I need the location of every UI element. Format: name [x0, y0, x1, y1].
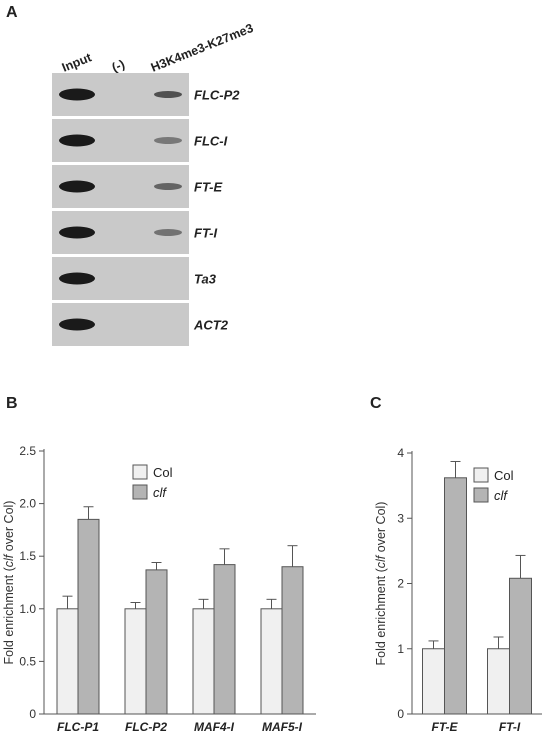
chart-b-category-label: FLC-P1	[57, 720, 99, 734]
gene-label: Ta3	[194, 272, 217, 287]
chart-b-bar-col	[192, 608, 215, 715]
gel-band	[59, 318, 95, 331]
gel-row: Ta3	[52, 257, 217, 300]
chart-c-y-tick-label: 4	[397, 446, 404, 460]
chart-b-bar-clf	[145, 569, 168, 715]
chart-c-y-axis-label: Fold enrichment (clf over Col)	[374, 502, 388, 666]
chart-c-legend-swatch	[473, 467, 489, 483]
chart-c-legend-label: clf	[494, 488, 508, 503]
panel-a-gel: A Input (-) H3K4me3-K27me3 FLC-P2 FLC-I FT…	[6, 4, 255, 346]
chart-c-bar-clf	[509, 577, 532, 715]
gel-band	[59, 134, 95, 147]
chart-b-legend-swatch	[132, 464, 148, 480]
chart-c-bar-col	[487, 648, 510, 715]
chart-b-y-tick-label: 1.0	[19, 602, 36, 616]
gel-row: FLC-P2	[52, 73, 240, 116]
gel-rows: FLC-P2 FLC-I FT-E FT-I Ta3 ACT2	[52, 73, 240, 346]
gene-label: FLC-P2	[194, 88, 240, 103]
lane-label-ip: H3K4me3-K27me3	[149, 21, 255, 75]
chart-c-y-axis-label-part: over Col)	[374, 502, 388, 556]
chart-b-bar-clf	[281, 566, 304, 715]
gel-band	[154, 183, 182, 190]
panel-c-letter: C	[370, 395, 382, 412]
chart-b-y-axis-label-part: over Col)	[2, 501, 16, 555]
chart-b-category-label: MAF4-I	[194, 720, 235, 734]
gel-row: FT-E	[52, 165, 222, 208]
chart-b-y-tick-label: 2.0	[19, 497, 36, 511]
chart-c-bar-clf	[444, 477, 467, 715]
chart-c-y-axis-label-part: Fold enrichment (	[374, 567, 388, 665]
chart-c-category-label: FT-I	[499, 720, 521, 734]
chart-c-y-axis-label-part: clf	[374, 554, 388, 568]
chart-b-y-tick-label: 0	[29, 707, 36, 721]
chart-c-y-tick-label: 3	[397, 511, 404, 525]
chart-b-y-axis-label-part: Fold enrichment (	[2, 566, 16, 664]
gel-row: ACT2	[52, 303, 229, 346]
gel-band	[154, 229, 182, 236]
gel-band	[59, 180, 95, 193]
gene-label: FT-E	[194, 180, 222, 195]
gel-row: FLC-I	[52, 119, 228, 162]
chart-c-y-tick-label: 0	[397, 707, 404, 721]
chart-b-y-tick-label: 2.5	[19, 444, 36, 458]
chart-c-legend-label: Col	[494, 468, 514, 483]
gel-band	[59, 226, 95, 239]
chart-b-bar-col	[124, 608, 147, 715]
chart-c-legend-swatch	[473, 487, 489, 503]
gene-label: FLC-I	[194, 134, 228, 149]
chart-c-bar-col	[422, 648, 445, 715]
chart-b-legend-swatch	[132, 484, 148, 500]
lane-label-negative: (-)	[110, 57, 127, 75]
chart-b-bar-col	[56, 608, 79, 715]
gel-band	[154, 137, 182, 144]
gel-band	[59, 88, 95, 101]
chart-c-y-tick-label: 1	[397, 642, 404, 656]
gene-label: FT-I	[194, 226, 217, 241]
chart-c-y-tick-label: 2	[397, 577, 404, 591]
chart-c-category-label: FT-E	[432, 720, 459, 734]
chart-b-bar-col	[260, 608, 283, 715]
gel-band	[59, 272, 95, 285]
chart-b-legend-label: Col	[153, 465, 173, 480]
chart-b-category-label: MAF5-I	[262, 720, 303, 734]
gel-row: FT-I	[52, 211, 217, 254]
panel-a-letter: A	[6, 4, 18, 21]
chart-b-category-label: FLC-P2	[125, 720, 167, 734]
chart-b-y-tick-label: 1.5	[19, 549, 36, 563]
chart-b-y-axis-label-part: clf	[2, 553, 16, 567]
chart-b-bar-clf	[77, 518, 100, 715]
chart-b-bar-clf	[213, 564, 236, 715]
chart-b-y-tick-label: 0.5	[19, 654, 36, 668]
gel-band	[154, 91, 182, 98]
chart-b-legend-label: clf	[153, 485, 167, 500]
lane-label-input: Input	[60, 50, 94, 75]
panel-b-letter: B	[6, 395, 18, 412]
chart-b-y-axis-label: Fold enrichment (clf over Col)	[2, 501, 16, 665]
gene-label: ACT2	[193, 318, 229, 333]
